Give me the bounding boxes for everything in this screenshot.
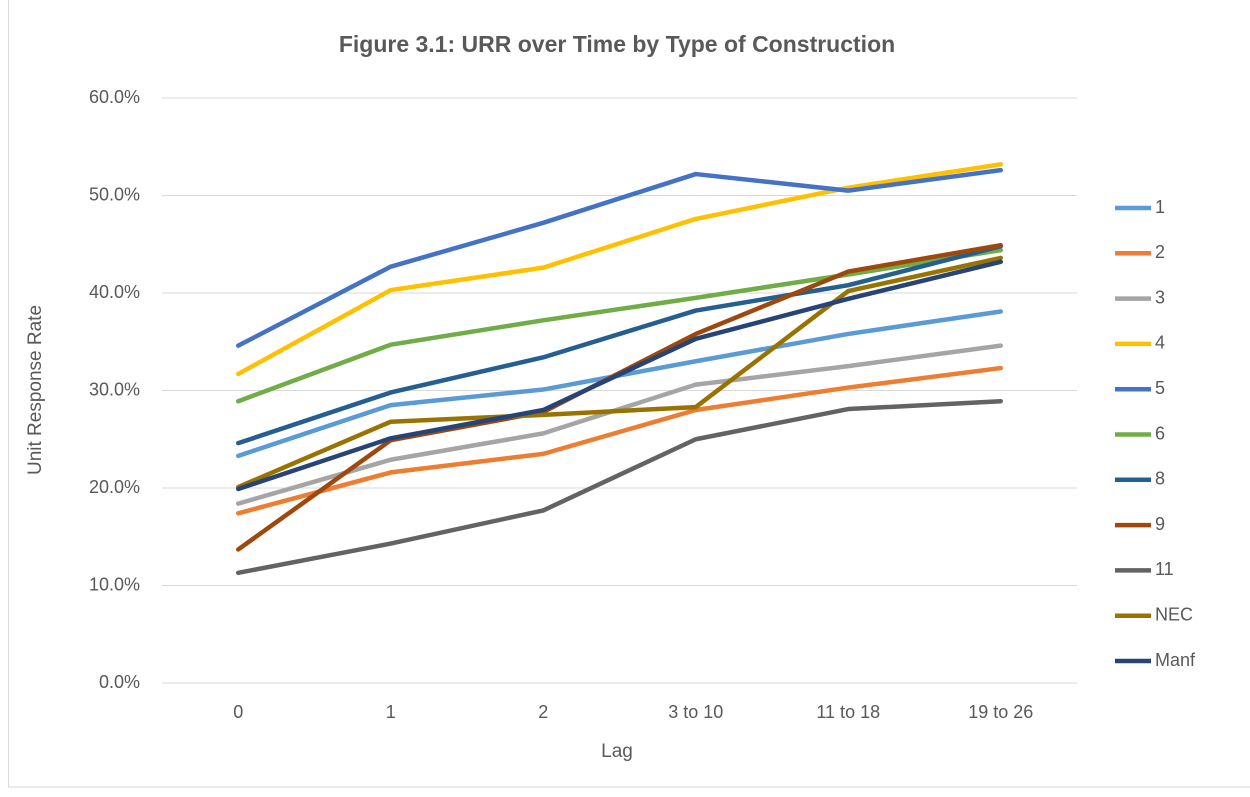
y-axis-label: Unit Response Rate: [25, 305, 46, 475]
x-tick-label: 11 to 18: [816, 702, 880, 722]
y-tick-label: 20.0%: [89, 477, 140, 497]
series-line: [236, 162, 1003, 377]
series-line: [236, 398, 1003, 576]
y-tick-label: 60.0%: [89, 87, 140, 107]
series-line: [236, 243, 1003, 446]
legend-label: 8: [1155, 469, 1165, 489]
y-tick-label: 0.0%: [99, 672, 140, 692]
legend-label: 1: [1155, 197, 1165, 217]
legend-label: 5: [1155, 378, 1165, 398]
x-tick-label: 3 to 10: [668, 702, 723, 722]
legend-label: 2: [1155, 242, 1165, 262]
legend-label: 9: [1155, 514, 1165, 534]
x-tick-label: 1: [386, 702, 396, 722]
chart-title: Figure 3.1: URR over Time by Type of Con…: [339, 31, 895, 57]
series-line: [236, 259, 1003, 492]
y-tick-label: 30.0%: [89, 379, 140, 399]
series-line: [236, 247, 1003, 404]
chart-border: [8, 0, 1250, 788]
legend-label: NEC: [1155, 604, 1193, 624]
x-tick-label: 0: [233, 702, 243, 722]
y-tick-label: 10.0%: [89, 574, 140, 594]
legend-label: Manf: [1155, 650, 1196, 670]
y-tick-label: 40.0%: [89, 282, 140, 302]
legend-label: 4: [1155, 333, 1165, 353]
legend-label: 6: [1155, 423, 1165, 443]
x-tick-label: 2: [538, 702, 548, 722]
series-line: [236, 365, 1003, 516]
legend-label: 3: [1155, 287, 1165, 307]
y-tick-label: 50.0%: [89, 184, 140, 204]
x-tick-label: 19 to 26: [968, 702, 1033, 722]
series-line: [236, 167, 1003, 348]
x-axis-label: Lag: [601, 741, 633, 762]
series-line: [236, 255, 1003, 490]
legend-label: 11: [1155, 559, 1174, 579]
